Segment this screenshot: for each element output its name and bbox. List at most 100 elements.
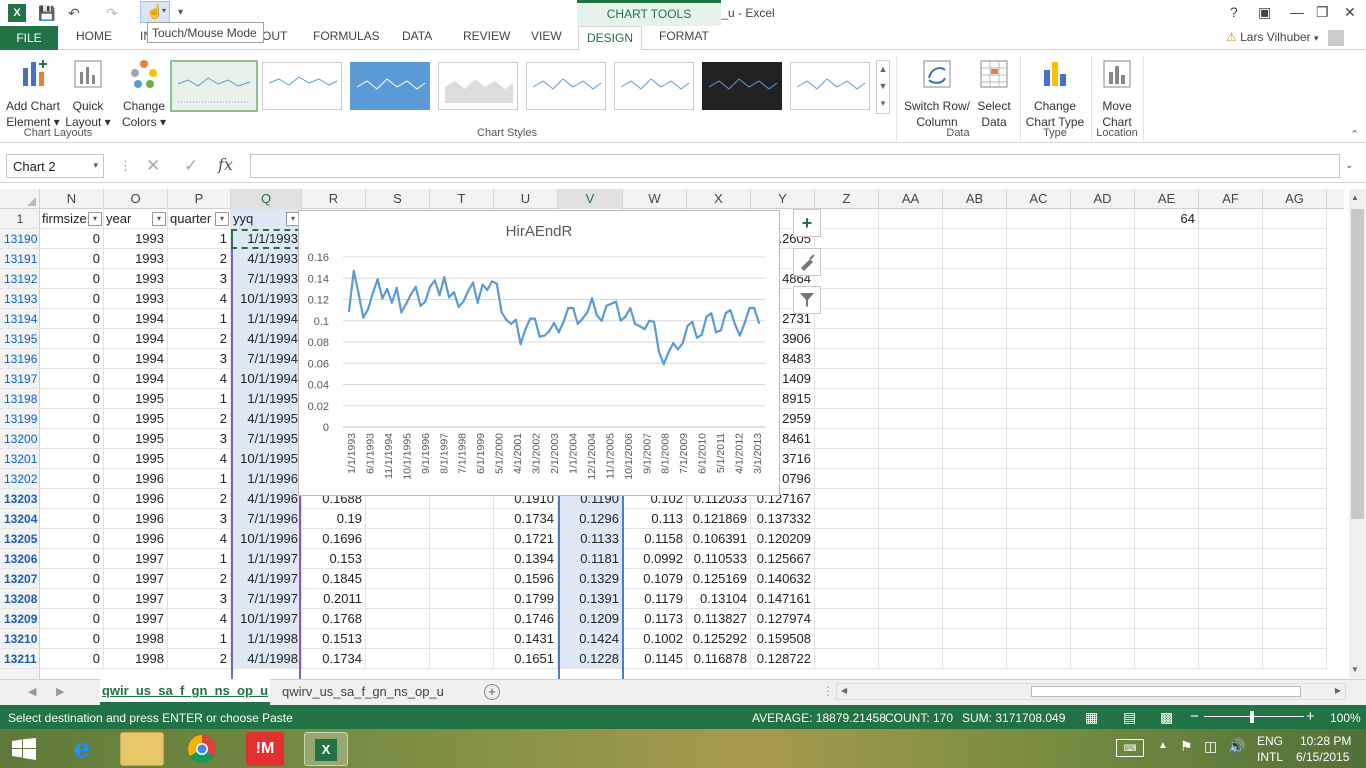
table-cell[interactable]: 4	[168, 369, 231, 389]
table-cell[interactable]	[815, 349, 879, 369]
table-cell[interactable]	[943, 389, 1007, 409]
table-cell[interactable]	[1263, 609, 1327, 629]
table-cell[interactable]	[366, 549, 430, 569]
chart-data-point[interactable]	[600, 319, 603, 322]
table-cell[interactable]: 1	[168, 229, 231, 249]
restore-icon[interactable]: ❐	[1316, 4, 1329, 20]
filter-dropdown-icon[interactable]: ▾	[88, 212, 102, 226]
status-count[interactable]: COUNT: 170	[885, 711, 954, 725]
table-cell[interactable]	[879, 229, 943, 249]
chart-data-point[interactable]	[653, 320, 656, 323]
collapse-ribbon-icon[interactable]: ⌃	[1350, 129, 1360, 141]
volume-icon[interactable]: 🔊	[1228, 738, 1246, 754]
chart-data-point[interactable]	[643, 328, 646, 331]
table-cell[interactable]	[1007, 609, 1071, 629]
table-cell[interactable]: 7/1/1997	[231, 589, 302, 609]
table-cell[interactable]: 0.1173	[623, 609, 687, 629]
enter-icon[interactable]: ✓	[184, 156, 199, 175]
table-cell[interactable]: 1995	[104, 429, 168, 449]
table-cell[interactable]	[1071, 349, 1135, 369]
table-cell[interactable]	[815, 329, 879, 349]
table-cell[interactable]: 0.121869	[687, 509, 751, 529]
chart-data-point[interactable]	[753, 306, 756, 310]
chart-data-point[interactable]	[681, 342, 684, 345]
table-cell[interactable]: 0.153	[302, 549, 366, 569]
table-cell[interactable]	[879, 569, 943, 589]
help-icon[interactable]: ?	[1230, 4, 1238, 20]
table-cell[interactable]	[1071, 309, 1135, 329]
table-cell[interactable]	[943, 449, 1007, 469]
table-cell[interactable]	[1007, 409, 1071, 429]
table-cell[interactable]	[1263, 229, 1327, 249]
chart-data-point[interactable]	[457, 305, 460, 308]
table-cell[interactable]: 3	[168, 349, 231, 369]
table-cell[interactable]	[879, 449, 943, 469]
table-cell[interactable]	[366, 609, 430, 629]
table-cell[interactable]: 1997	[104, 549, 168, 569]
table-cell[interactable]: 1995	[104, 449, 168, 469]
table-cell[interactable]: 4	[168, 609, 231, 629]
tab-formulas[interactable]: FORMULAS	[313, 29, 380, 43]
chart-data-point[interactable]	[519, 343, 522, 346]
table-cell[interactable]	[1263, 549, 1327, 569]
table-cell[interactable]	[1263, 269, 1327, 289]
table-cell[interactable]	[815, 449, 879, 469]
file-explorer-icon[interactable]	[120, 732, 164, 766]
table-cell[interactable]	[1135, 629, 1199, 649]
row-header[interactable]: 13211	[0, 649, 40, 669]
tab-design[interactable]: DESIGN	[578, 26, 642, 51]
column-header[interactable]: Z	[815, 189, 879, 209]
table-cell[interactable]	[1199, 429, 1263, 449]
table-cell[interactable]	[1007, 269, 1071, 289]
table-cell[interactable]	[943, 469, 1007, 489]
table-cell[interactable]: 0	[40, 429, 104, 449]
table-cell[interactable]: 0	[40, 609, 104, 629]
table-cell[interactable]: 0	[40, 629, 104, 649]
table-cell[interactable]: 10/1/1994	[231, 369, 302, 389]
row-header[interactable]: 13191	[0, 249, 40, 269]
table-cell[interactable]	[1199, 369, 1263, 389]
table-cell[interactable]: 1996	[104, 489, 168, 509]
table-cell[interactable]	[943, 509, 1007, 529]
table-cell[interactable]: 0.1002	[623, 629, 687, 649]
table-cell[interactable]	[1263, 249, 1327, 269]
chart-data-point[interactable]	[757, 321, 761, 324]
table-cell[interactable]: 0.1799	[494, 589, 558, 609]
table-cell[interactable]: 0.13104	[687, 589, 751, 609]
table-cell[interactable]	[1199, 449, 1263, 469]
filter-dropdown-icon[interactable]: ▾	[215, 212, 229, 226]
table-cell[interactable]: 0	[40, 409, 104, 429]
row-header[interactable]: 13200	[0, 429, 40, 449]
table-cell[interactable]	[1135, 589, 1199, 609]
row-header[interactable]: 13196	[0, 349, 40, 369]
table-cell[interactable]: 4/1/1997	[231, 569, 302, 589]
table-cell[interactable]	[1199, 409, 1263, 429]
table-cell[interactable]	[1135, 349, 1199, 369]
zoom-slider-thumb[interactable]	[1250, 711, 1254, 723]
table-cell[interactable]	[1199, 569, 1263, 589]
chart-data-point[interactable]	[367, 308, 370, 311]
chart-data-point[interactable]	[443, 276, 446, 279]
table-cell[interactable]	[815, 489, 879, 509]
table-cell[interactable]	[1007, 489, 1071, 509]
table-cell[interactable]	[815, 309, 879, 329]
row-header[interactable]: 13190	[0, 229, 40, 249]
table-cell[interactable]	[1263, 589, 1327, 609]
table-cell[interactable]	[815, 409, 879, 429]
table-cell[interactable]	[879, 489, 943, 509]
table-cell[interactable]	[1263, 569, 1327, 589]
table-cell[interactable]	[430, 529, 494, 549]
table-cell[interactable]: 0.1228	[558, 649, 623, 669]
table-cell[interactable]: 1994	[104, 309, 168, 329]
chart-style-4[interactable]	[438, 62, 518, 110]
chart-data-point[interactable]	[376, 278, 379, 281]
table-cell[interactable]: 1996	[104, 529, 168, 549]
table-cell[interactable]: 0.1734	[302, 649, 366, 669]
chart-data-point[interactable]	[748, 306, 751, 310]
table-cell[interactable]	[1007, 429, 1071, 449]
table-cell[interactable]	[1007, 649, 1071, 669]
table-cell[interactable]: 0.1696	[302, 529, 366, 549]
clock-date[interactable]: 6/15/2015	[1296, 750, 1350, 764]
column-header[interactable]: V	[558, 189, 623, 209]
chart-data-point[interactable]	[424, 300, 427, 303]
